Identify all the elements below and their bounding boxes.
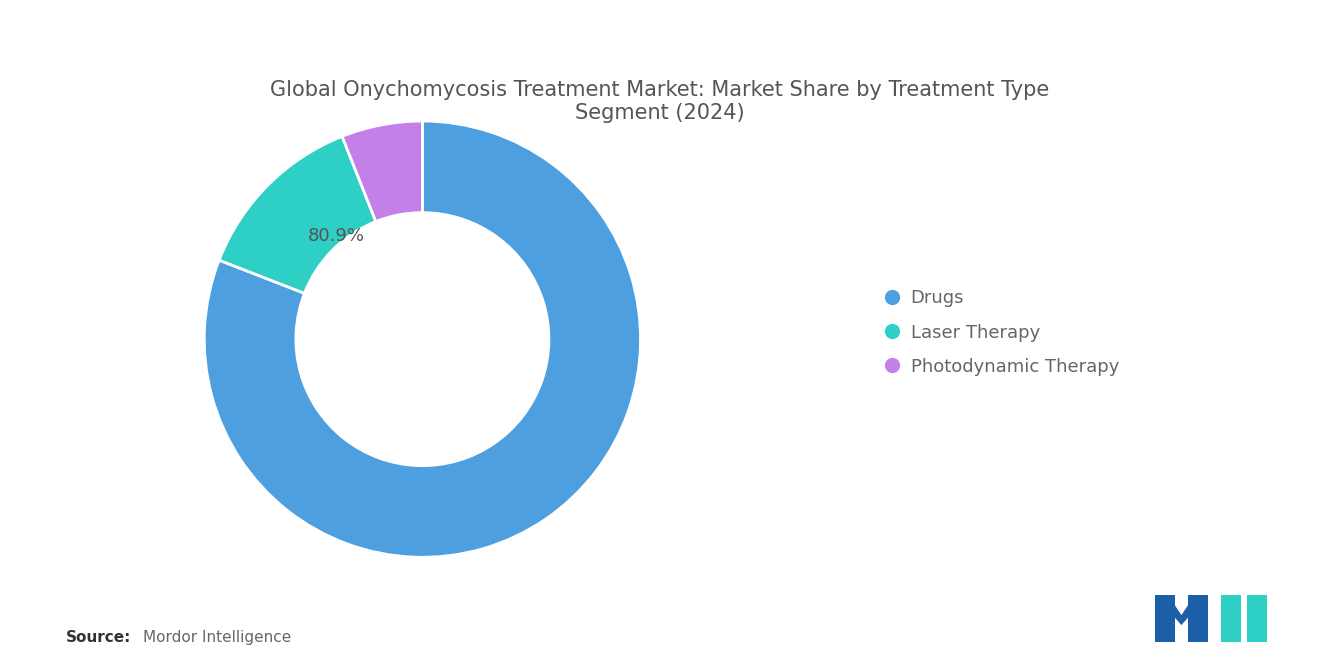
Text: 80.9%: 80.9% bbox=[308, 227, 364, 245]
Polygon shape bbox=[1155, 595, 1208, 625]
Polygon shape bbox=[1155, 595, 1175, 642]
Polygon shape bbox=[1188, 595, 1208, 642]
Text: Source:: Source: bbox=[66, 630, 132, 645]
Text: Mordor Intelligence: Mordor Intelligence bbox=[143, 630, 290, 645]
Polygon shape bbox=[1247, 595, 1267, 642]
Legend: Drugs, Laser Therapy, Photodynamic Therapy: Drugs, Laser Therapy, Photodynamic Thera… bbox=[878, 280, 1129, 385]
Polygon shape bbox=[1221, 595, 1241, 642]
Wedge shape bbox=[342, 121, 422, 221]
Text: Global Onychomycosis Treatment Market: Market Share by Treatment Type
Segment (2: Global Onychomycosis Treatment Market: M… bbox=[271, 80, 1049, 123]
Wedge shape bbox=[205, 121, 640, 557]
Wedge shape bbox=[219, 136, 376, 293]
